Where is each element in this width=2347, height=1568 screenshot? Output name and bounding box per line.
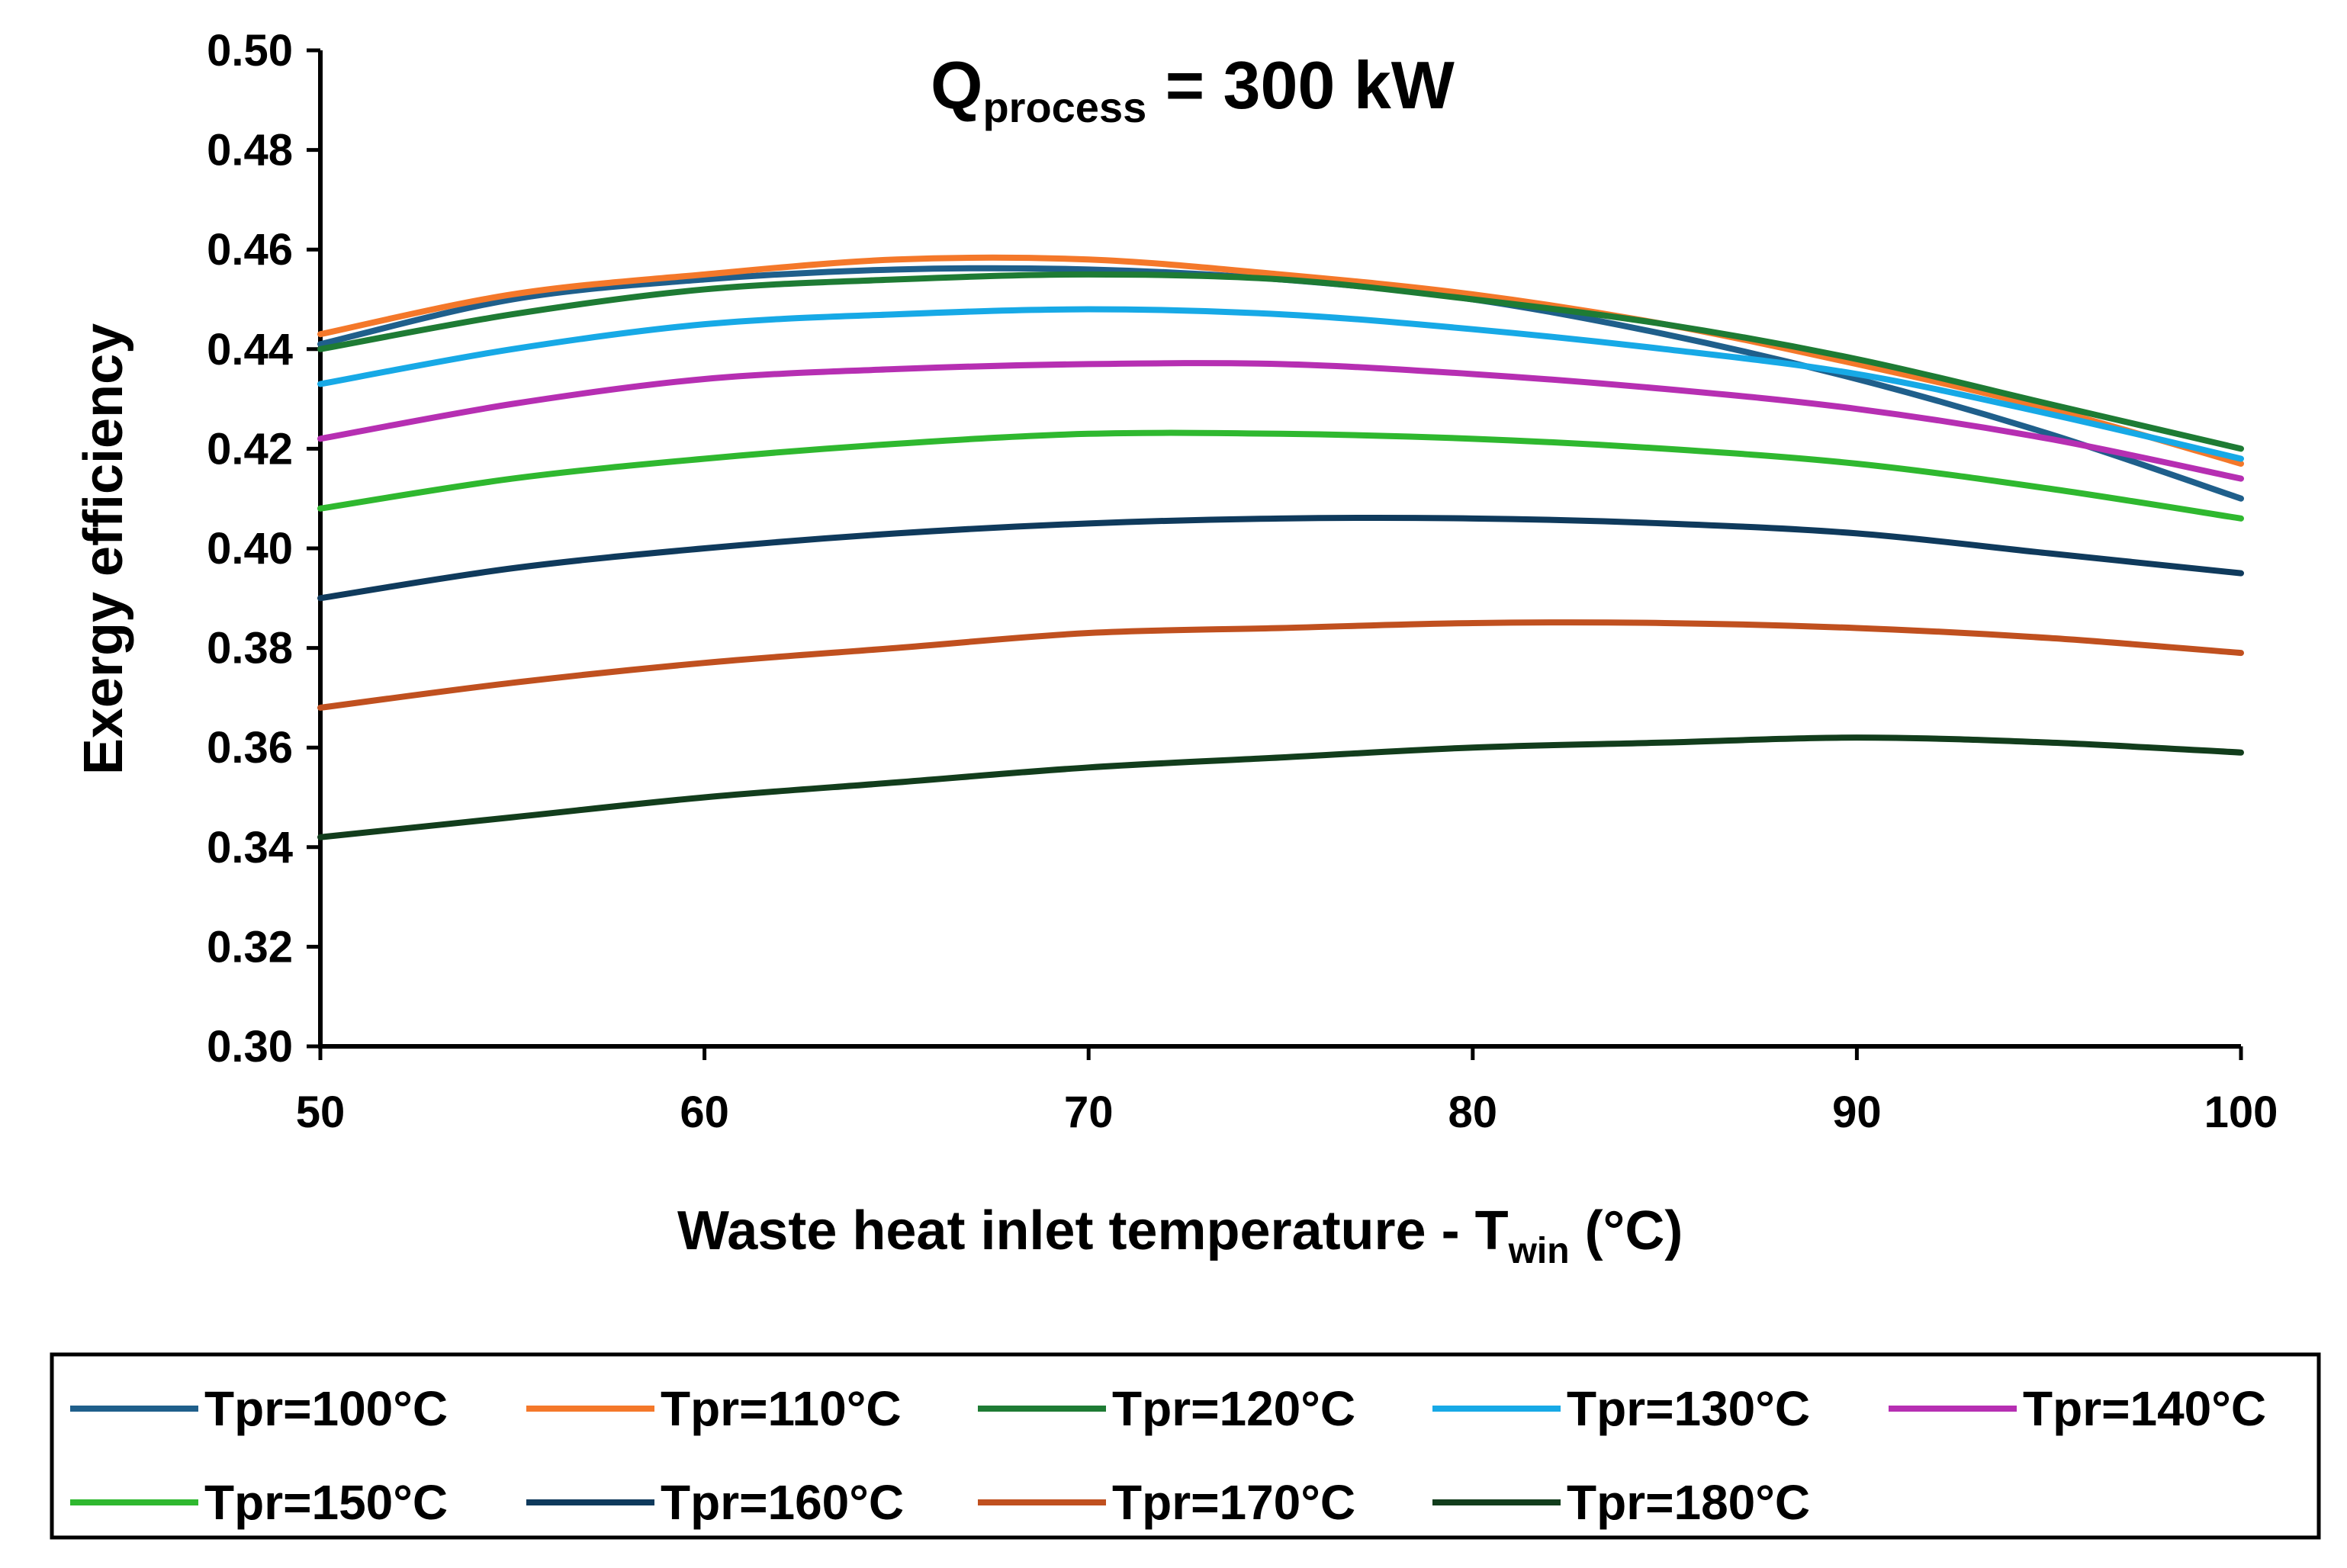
- legend-label: Tpr=110°C: [661, 1381, 902, 1436]
- chart-title-suffix: = 300 kW: [1146, 47, 1455, 123]
- x-tick-label: 80: [1448, 1088, 1498, 1137]
- y-tick-label: 0.50: [207, 26, 293, 76]
- y-tick-label: 0.32: [207, 922, 293, 972]
- y-ticks: 0.30 0.32 0.34 0.36 0.38 0.40 0.42 0.44 0.46 0.48…: [207, 26, 320, 1072]
- series-line-8: [317, 734, 2244, 840]
- y-tick-label: 0.30: [207, 1022, 293, 1072]
- y-tick-label: 0.48: [207, 126, 293, 175]
- legend-label: Tpr=130°C: [1567, 1381, 1810, 1436]
- series-line-3: [317, 306, 2244, 462]
- x-tick-label: 90: [1832, 1088, 1882, 1137]
- legend-label: Tpr=120°C: [1112, 1381, 1355, 1436]
- chart-title: Qprocess = 300 kW: [931, 47, 1455, 131]
- x-axis-title-subscript: win: [1508, 1231, 1570, 1271]
- legend-label: Tpr=170°C: [1112, 1475, 1355, 1530]
- x-tick-label: 70: [1064, 1088, 1114, 1137]
- series-line-6: [317, 515, 2244, 602]
- series-line-5: [317, 429, 2244, 522]
- legend-label: Tpr=160°C: [661, 1475, 904, 1530]
- legend-label: Tpr=100°C: [204, 1381, 448, 1436]
- y-tick-label: 0.46: [207, 225, 293, 275]
- y-tick-label: 0.36: [207, 723, 293, 773]
- x-axis-title-main: Waste heat inlet temperature - T: [677, 1200, 1509, 1261]
- y-tick-label: 0.42: [207, 424, 293, 474]
- series-lines: [317, 254, 2244, 840]
- y-tick-label: 0.38: [207, 624, 293, 673]
- series-line-1: [317, 254, 2244, 467]
- x-ticks: 50 60 70 80 90 100: [296, 1046, 2278, 1137]
- chart-title-main: Q: [931, 47, 982, 123]
- x-axis-title: Waste heat inlet temperature - Twin (°C): [677, 1200, 1683, 1271]
- x-tick-label: 100: [2204, 1088, 2278, 1137]
- legend-label: Tpr=150°C: [204, 1475, 448, 1530]
- legend-box: [50, 1352, 2321, 1540]
- x-tick-label: 60: [680, 1088, 729, 1137]
- series-line-2: [317, 271, 2244, 452]
- x-axis-title-suffix: (°C): [1570, 1200, 1683, 1261]
- legend-label: Tpr=140°C: [2023, 1381, 2266, 1436]
- y-tick-label: 0.44: [207, 325, 293, 374]
- legend-label: Tpr=180°C: [1567, 1475, 1810, 1530]
- series-line-7: [317, 619, 2244, 711]
- legend: Tpr=100°C Tpr=110°C Tpr=120°C Tpr=130°C Tpr=…: [70, 1381, 2266, 1530]
- y-axis-title: Exergy efficiency: [73, 323, 134, 775]
- chart-title-subscript: process: [982, 83, 1146, 131]
- y-tick-label: 0.40: [207, 524, 293, 574]
- x-tick-label: 50: [296, 1088, 346, 1137]
- series-line-4: [317, 360, 2244, 482]
- y-tick-label: 0.34: [207, 823, 293, 872]
